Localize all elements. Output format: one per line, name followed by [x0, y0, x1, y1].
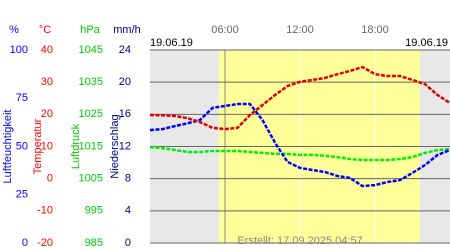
y-tick-label: 0	[22, 237, 28, 249]
y-tick-label: 12	[119, 140, 131, 152]
y-tick-label: 75	[16, 92, 28, 104]
y-tick-label: 40	[41, 44, 53, 56]
y-tick-label: 24	[119, 44, 131, 56]
y-tick-label: 0	[47, 173, 53, 185]
y-tick-label: 16	[119, 108, 131, 120]
series-line	[149, 65, 450, 131]
axis-title: Luftfeuchtigkeit	[2, 110, 14, 184]
y-tick-label: 1005	[79, 173, 103, 185]
y-tick-label: 25	[16, 189, 28, 201]
axis-title: Niederschlag	[109, 114, 121, 178]
y-tick-label: 1025	[79, 108, 103, 120]
axis-unit: %	[9, 24, 19, 36]
y-tick-label: 30	[41, 76, 53, 88]
axis-title: Temperatur	[32, 118, 44, 174]
y-tick-label: 995	[85, 205, 103, 217]
x-tick-label: 18:00	[361, 24, 389, 36]
y-tick-label: 1035	[79, 76, 103, 88]
y-tick-label: -10	[37, 205, 53, 217]
y-tick-label: 1015	[79, 140, 103, 152]
y-tick-label: 4	[125, 205, 131, 217]
date-left: 19.06.19	[150, 37, 193, 49]
axis-unit: °C	[39, 24, 51, 36]
y-tick-label: 8	[125, 173, 131, 185]
x-tick-label: 12:00	[286, 24, 314, 36]
y-tick-label: -20	[37, 237, 53, 249]
axis-title: Luftdruck	[70, 123, 82, 169]
y-tick-label: 1045	[79, 44, 103, 56]
y-tick-label: 10	[41, 140, 53, 152]
axis-unit: mm/h	[113, 24, 141, 36]
series-line	[149, 102, 450, 188]
y-tick-label: 0	[125, 237, 131, 249]
footer: Erstellt: 17.09.2025 04:57	[237, 235, 362, 247]
date-right: 19.06.19	[405, 37, 448, 49]
y-tick-label: 20	[41, 108, 53, 120]
y-tick-label: 100	[10, 44, 28, 56]
axis-unit: hPa	[80, 24, 100, 36]
y-tick-label: 20	[119, 76, 131, 88]
x-tick-label: 06:00	[211, 24, 239, 36]
series-line	[149, 145, 450, 162]
y-tick-label: 985	[85, 237, 103, 249]
y-tick-label: 50	[16, 140, 28, 152]
